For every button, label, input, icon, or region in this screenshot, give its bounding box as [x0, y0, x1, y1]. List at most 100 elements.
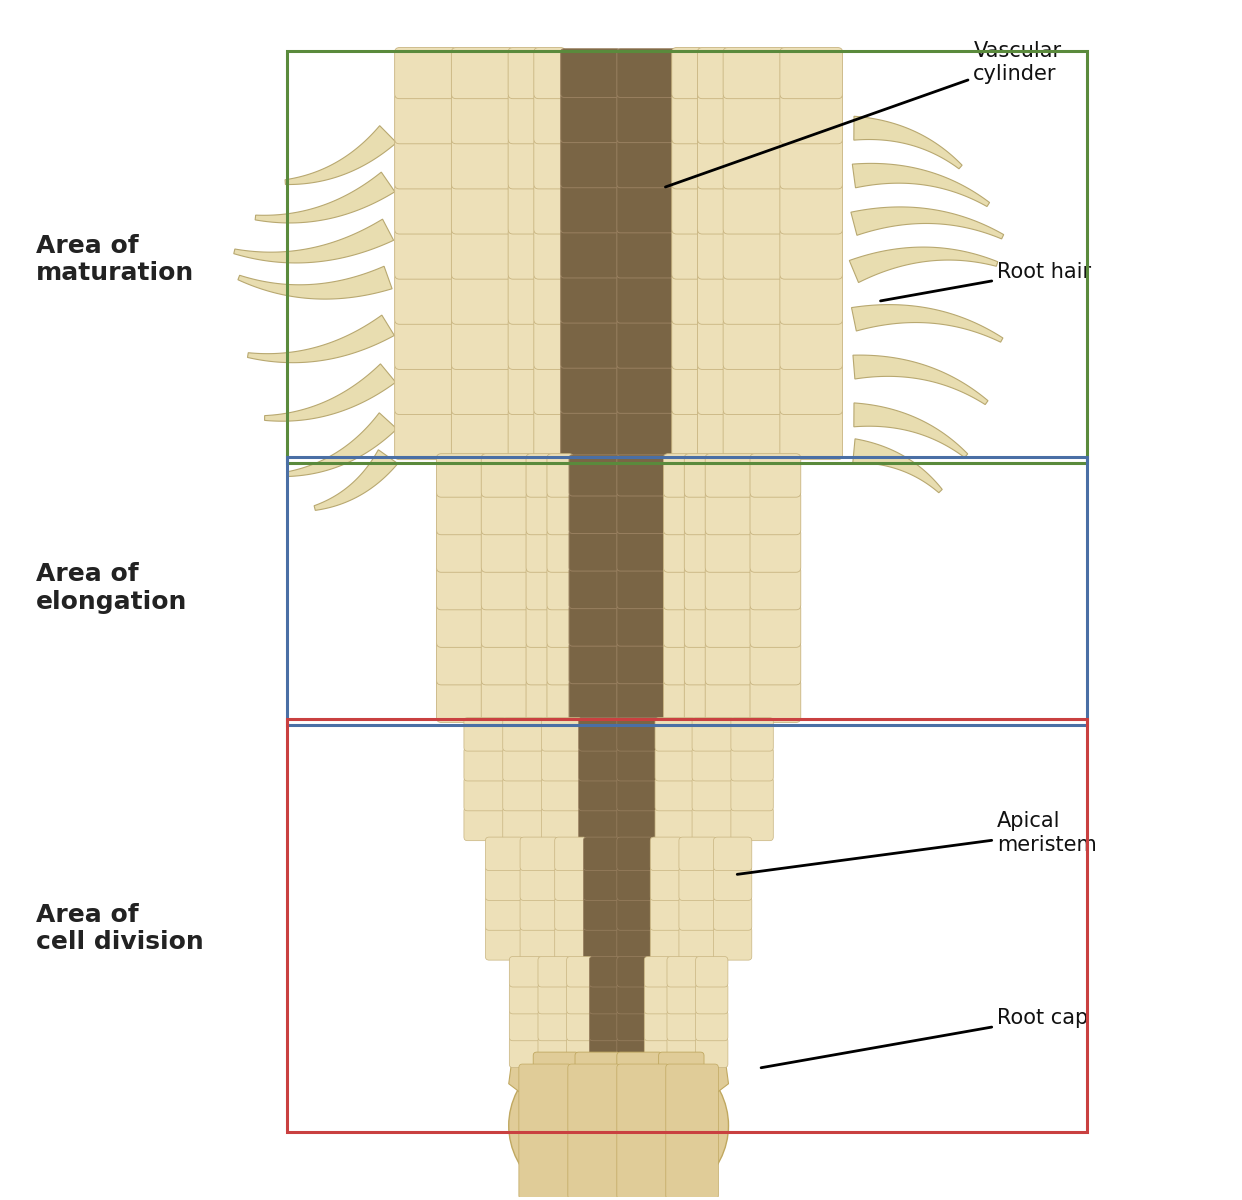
FancyBboxPatch shape: [655, 718, 696, 751]
Polygon shape: [853, 355, 987, 404]
FancyBboxPatch shape: [569, 568, 621, 608]
FancyBboxPatch shape: [395, 92, 457, 144]
FancyBboxPatch shape: [705, 604, 756, 647]
FancyBboxPatch shape: [714, 896, 751, 930]
FancyBboxPatch shape: [555, 866, 587, 900]
FancyBboxPatch shape: [617, 492, 668, 534]
FancyBboxPatch shape: [546, 641, 574, 685]
FancyBboxPatch shape: [617, 1010, 648, 1040]
FancyBboxPatch shape: [780, 318, 842, 370]
FancyBboxPatch shape: [465, 748, 507, 781]
FancyBboxPatch shape: [750, 529, 801, 572]
FancyBboxPatch shape: [692, 808, 734, 841]
FancyBboxPatch shape: [481, 529, 532, 572]
FancyBboxPatch shape: [750, 491, 801, 535]
FancyBboxPatch shape: [672, 92, 703, 144]
FancyBboxPatch shape: [486, 896, 524, 930]
FancyBboxPatch shape: [723, 364, 786, 414]
Text: Area of
elongation: Area of elongation: [36, 562, 188, 614]
FancyBboxPatch shape: [750, 679, 801, 722]
FancyBboxPatch shape: [534, 182, 565, 234]
FancyBboxPatch shape: [519, 1129, 571, 1199]
FancyBboxPatch shape: [451, 138, 514, 188]
FancyBboxPatch shape: [395, 228, 457, 280]
FancyBboxPatch shape: [395, 182, 457, 234]
FancyBboxPatch shape: [723, 228, 786, 280]
FancyBboxPatch shape: [436, 491, 487, 535]
FancyBboxPatch shape: [714, 866, 751, 900]
FancyBboxPatch shape: [705, 529, 756, 572]
FancyBboxPatch shape: [569, 530, 621, 571]
FancyBboxPatch shape: [590, 956, 621, 986]
FancyBboxPatch shape: [663, 641, 691, 685]
FancyBboxPatch shape: [666, 1064, 718, 1133]
FancyBboxPatch shape: [451, 408, 514, 460]
FancyBboxPatch shape: [696, 956, 728, 986]
FancyBboxPatch shape: [617, 530, 668, 571]
FancyBboxPatch shape: [651, 838, 683, 870]
FancyBboxPatch shape: [395, 138, 457, 188]
FancyBboxPatch shape: [723, 138, 786, 188]
FancyBboxPatch shape: [520, 896, 559, 930]
FancyBboxPatch shape: [527, 566, 553, 610]
FancyBboxPatch shape: [481, 491, 532, 535]
FancyBboxPatch shape: [569, 605, 621, 646]
FancyBboxPatch shape: [617, 896, 653, 930]
FancyBboxPatch shape: [698, 48, 729, 98]
FancyBboxPatch shape: [542, 718, 582, 751]
FancyBboxPatch shape: [663, 529, 691, 572]
FancyBboxPatch shape: [698, 318, 729, 370]
FancyBboxPatch shape: [672, 408, 703, 460]
FancyBboxPatch shape: [617, 1129, 669, 1199]
FancyBboxPatch shape: [560, 409, 621, 458]
FancyBboxPatch shape: [481, 604, 532, 647]
FancyBboxPatch shape: [527, 529, 553, 572]
FancyBboxPatch shape: [658, 1052, 704, 1086]
FancyBboxPatch shape: [508, 48, 540, 98]
FancyBboxPatch shape: [663, 604, 691, 647]
FancyBboxPatch shape: [679, 866, 717, 900]
FancyBboxPatch shape: [667, 1010, 699, 1040]
FancyBboxPatch shape: [508, 408, 540, 460]
FancyBboxPatch shape: [692, 778, 734, 811]
FancyBboxPatch shape: [723, 92, 786, 144]
FancyBboxPatch shape: [584, 896, 621, 930]
FancyBboxPatch shape: [750, 641, 801, 685]
FancyBboxPatch shape: [714, 926, 751, 960]
FancyBboxPatch shape: [395, 48, 457, 98]
FancyBboxPatch shape: [780, 92, 842, 144]
FancyBboxPatch shape: [617, 49, 677, 97]
FancyBboxPatch shape: [684, 641, 712, 685]
Ellipse shape: [509, 1036, 729, 1200]
FancyBboxPatch shape: [698, 364, 729, 414]
FancyBboxPatch shape: [584, 866, 621, 900]
FancyBboxPatch shape: [780, 48, 842, 98]
FancyBboxPatch shape: [579, 808, 621, 841]
FancyBboxPatch shape: [508, 138, 540, 188]
FancyBboxPatch shape: [714, 838, 751, 870]
FancyBboxPatch shape: [679, 926, 717, 960]
FancyBboxPatch shape: [750, 566, 801, 610]
FancyBboxPatch shape: [579, 748, 621, 781]
FancyBboxPatch shape: [509, 1010, 542, 1040]
FancyBboxPatch shape: [617, 409, 677, 458]
Polygon shape: [286, 126, 396, 185]
FancyBboxPatch shape: [560, 94, 621, 143]
FancyBboxPatch shape: [696, 1037, 728, 1068]
FancyBboxPatch shape: [395, 318, 457, 370]
FancyBboxPatch shape: [560, 139, 621, 187]
FancyBboxPatch shape: [698, 228, 729, 280]
Ellipse shape: [558, 1075, 681, 1176]
FancyBboxPatch shape: [723, 182, 786, 234]
FancyBboxPatch shape: [546, 454, 574, 497]
FancyBboxPatch shape: [617, 642, 668, 684]
FancyBboxPatch shape: [534, 318, 565, 370]
FancyBboxPatch shape: [568, 1129, 621, 1199]
FancyBboxPatch shape: [692, 718, 734, 751]
Text: Area of
cell division: Area of cell division: [36, 902, 204, 954]
FancyBboxPatch shape: [555, 926, 587, 960]
FancyBboxPatch shape: [645, 956, 671, 986]
FancyBboxPatch shape: [698, 182, 729, 234]
FancyBboxPatch shape: [436, 529, 487, 572]
Polygon shape: [853, 116, 963, 169]
